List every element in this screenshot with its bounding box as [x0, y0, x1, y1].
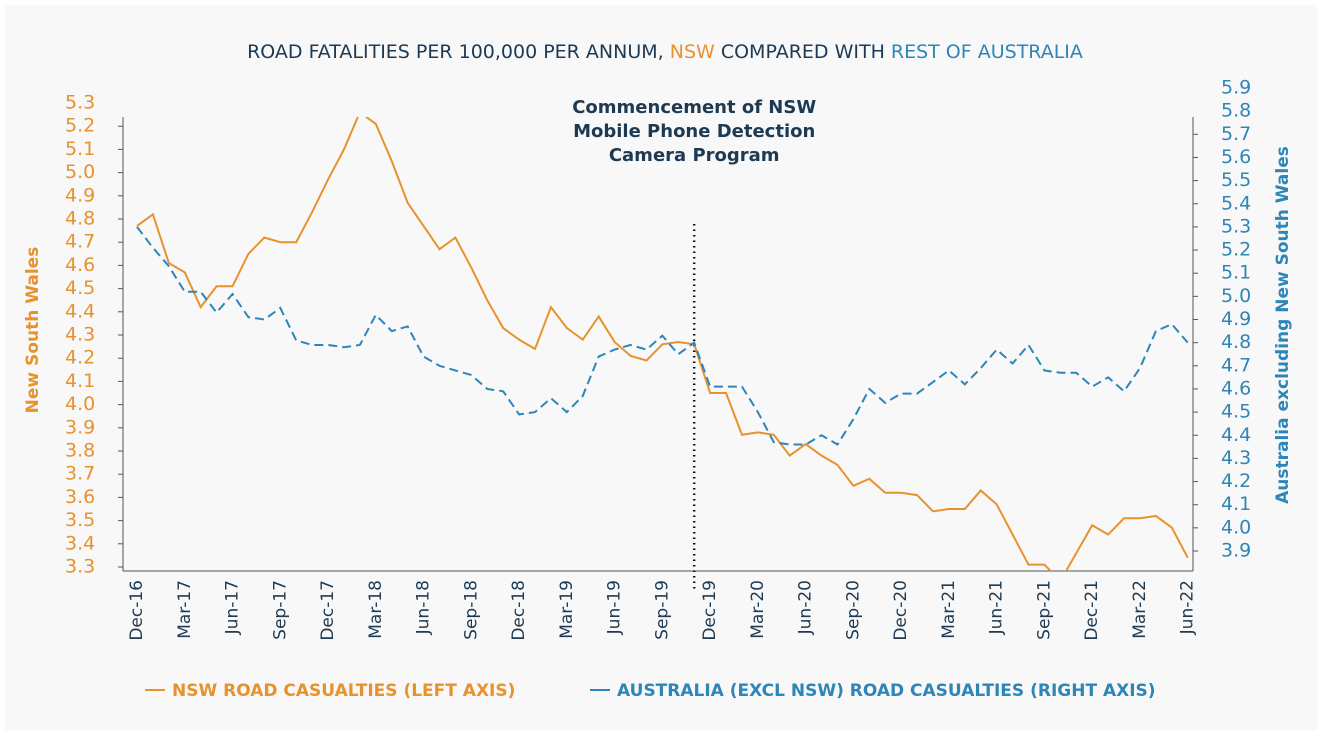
x-tick-label: Mar-22 — [1130, 580, 1150, 639]
y2-tick-label: 5.5 — [1221, 169, 1251, 191]
title-part: NSW — [670, 41, 715, 63]
y-tick-label: 5.1 — [65, 138, 95, 160]
y-tick-label: 3.7 — [65, 463, 95, 485]
y2-axis-title: Australia excluding New South Wales — [1273, 146, 1293, 504]
y-tick-label: 4.6 — [65, 254, 95, 276]
x-tick-label: Jun-17 — [223, 580, 243, 635]
y-tick-label: 4.8 — [65, 208, 95, 230]
x-tick-label: Dec-16 — [127, 580, 147, 641]
x-tick-label: Mar-17 — [175, 580, 195, 639]
y-tick-label: 3.9 — [65, 416, 95, 438]
annotation-text: Mobile Phone Detection — [573, 121, 815, 142]
x-tick-label: Mar-20 — [748, 580, 768, 639]
x-tick-label: Sep-17 — [270, 580, 290, 640]
title-part: COMPARED WITH — [715, 41, 891, 63]
y2-tick-label: 3.9 — [1221, 540, 1251, 562]
y2-tick-label: 5.6 — [1221, 146, 1251, 168]
y-axis-title: New South Wales — [23, 247, 43, 414]
x-tick-label: Jun-18 — [414, 580, 434, 635]
y2-tick-label: 5.9 — [1221, 77, 1251, 99]
legend-label: AUSTRALIA (EXCL NSW) ROAD CASUALTIES (RI… — [617, 681, 1156, 701]
series-line — [136, 117, 1189, 571]
y-tick-label: 3.8 — [65, 440, 95, 462]
series-line — [136, 226, 1189, 446]
plot-area — [136, 117, 1189, 571]
y-tick-label: 4.2 — [65, 347, 95, 369]
y-tick-label: 4.0 — [65, 393, 95, 415]
y2-tick-label: 4.3 — [1221, 447, 1251, 469]
y2-tick-label: 4.1 — [1221, 493, 1251, 515]
y-tick-label: 3.3 — [65, 556, 95, 578]
y2-tick-label: 5.8 — [1221, 100, 1251, 122]
x-tick-label: Mar-19 — [557, 580, 577, 639]
x-tick-label: Sep-19 — [652, 580, 672, 640]
annotation-text: Camera Program — [609, 145, 780, 166]
y2-tick-label: 5.1 — [1221, 262, 1251, 284]
y2-tick-label: 4.5 — [1221, 401, 1251, 423]
chart-title: ROAD FATALITIES PER 100,000 PER ANNUM, N… — [247, 41, 1083, 63]
background — [5, 5, 1317, 730]
y2-tick-label: 4.6 — [1221, 377, 1251, 399]
y-tick-label: 4.9 — [65, 184, 95, 206]
y-tick-label: 5.3 — [65, 92, 95, 114]
x-tick-label: Dec-21 — [1082, 580, 1102, 641]
x-tick-label: Sep-18 — [461, 580, 481, 640]
x-tick-label: Dec-20 — [891, 580, 911, 641]
title-part: ROAD FATALITIES PER 100,000 PER ANNUM, — [247, 41, 670, 63]
y-tick-label: 4.7 — [65, 231, 95, 253]
x-tick-label: Jun-22 — [1178, 580, 1198, 635]
x-tick-label: Dec-18 — [509, 580, 529, 641]
x-tick-label: Mar-18 — [366, 580, 386, 639]
y-tick-label: 3.6 — [65, 486, 95, 508]
x-tick-label: Dec-17 — [318, 580, 338, 641]
y-tick-label: 5.2 — [65, 115, 95, 137]
y2-tick-label: 5.2 — [1221, 239, 1251, 261]
y-tick-label: 4.3 — [65, 324, 95, 346]
y2-tick-label: 4.7 — [1221, 354, 1251, 376]
y-tick-label: 5.0 — [65, 161, 95, 183]
y2-tick-label: 4.8 — [1221, 331, 1251, 353]
y-tick-label: 4.1 — [65, 370, 95, 392]
x-tick-label: Sep-20 — [843, 580, 863, 640]
y2-tick-label: 5.0 — [1221, 285, 1251, 307]
x-tick-label: Mar-21 — [939, 580, 959, 639]
title-part: REST OF AUSTRALIA — [891, 41, 1083, 63]
y2-tick-label: 5.7 — [1221, 123, 1251, 145]
x-tick-label: Dec-19 — [700, 580, 720, 641]
y-tick-label: 3.5 — [65, 509, 95, 531]
y-tick-label: 4.4 — [65, 300, 95, 322]
legend-label: NSW ROAD CASUALTIES (LEFT AXIS) — [172, 681, 515, 701]
annotation-text: Commencement of NSW — [572, 97, 816, 118]
y2-tick-label: 5.4 — [1221, 192, 1251, 214]
y-tick-label: 4.5 — [65, 277, 95, 299]
x-tick-label: Jun-20 — [796, 580, 816, 635]
y2-tick-label: 5.3 — [1221, 215, 1251, 237]
y2-tick-label: 4.2 — [1221, 470, 1251, 492]
y2-tick-label: 4.4 — [1221, 424, 1251, 446]
y2-tick-label: 4.9 — [1221, 308, 1251, 330]
x-tick-label: Jun-21 — [987, 580, 1007, 635]
x-tick-label: Sep-21 — [1034, 580, 1054, 640]
x-tick-label: Jun-19 — [605, 580, 625, 635]
y2-tick-label: 4.0 — [1221, 516, 1251, 538]
y-tick-label: 3.4 — [65, 532, 95, 554]
